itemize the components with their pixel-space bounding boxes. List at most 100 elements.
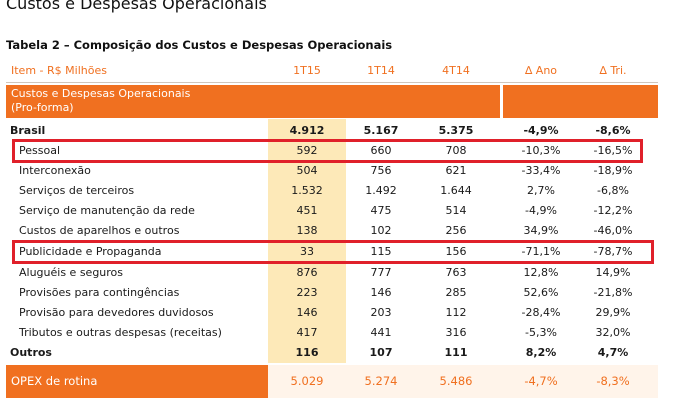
cell-delta-tri: -6,8% — [597, 184, 629, 197]
section-band-line2: (Pro-forma) — [11, 101, 74, 114]
cell-4t14: 285 — [445, 286, 467, 299]
table-row: Aluguéis e seguros 876 777 763 12,8% 14,… — [0, 263, 680, 283]
cell-delta-ano: -33,4% — [521, 164, 561, 177]
section-band-line1: Custos e Despesas Operacionais — [11, 87, 191, 100]
cell-delta-tri: 29,9% — [595, 306, 631, 319]
column-header-1t15: 1T15 — [293, 64, 321, 77]
cell-delta-tri: -46,0% — [593, 224, 633, 237]
cell-delta-ano: 8,2% — [525, 346, 557, 359]
table-row: Custos de aparelhos e outros 138 102 256… — [0, 221, 680, 241]
cell-1t15: 146 — [296, 306, 318, 319]
cell-delta-ano: -5,3% — [525, 326, 557, 339]
column-header-1t14: 1T14 — [367, 64, 395, 77]
cell-1t15: 138 — [296, 224, 318, 237]
row-label: Serviço de manutenção da rede — [19, 204, 195, 217]
cell-1t15: 1.532 — [291, 184, 323, 197]
footer-delta-ano: -4,7% — [524, 374, 558, 388]
table-row: Provisões para contingências 223 146 285… — [0, 283, 680, 303]
cell-delta-ano: 12,8% — [523, 266, 559, 279]
cell-1t15: 592 — [296, 144, 318, 157]
cell-delta-ano: -4,9% — [525, 204, 557, 217]
cell-1t14: 203 — [370, 306, 392, 319]
row-label: Custos de aparelhos e outros — [19, 224, 180, 237]
cell-4t14: 156 — [445, 245, 467, 258]
footer-label: OPEX de rotina — [11, 374, 98, 388]
footer-band-left — [6, 365, 268, 398]
cell-4t14: 256 — [445, 224, 467, 237]
cell-delta-ano: 52,6% — [523, 286, 559, 299]
footer-total-row: OPEX de rotina 5.029 5.274 5.486 -4,7% -… — [0, 365, 680, 398]
cell-4t14: 763 — [445, 266, 467, 279]
cell-1t15: 451 — [296, 204, 318, 217]
table-row: Serviços de terceiros 1.532 1.492 1.644 … — [0, 181, 680, 201]
table-row: Pessoal 592 660 708 -10,3% -16,5% — [0, 141, 680, 161]
row-label: Tributos e outras despesas (receitas) — [19, 326, 222, 339]
row-label: Pessoal — [19, 144, 60, 157]
cell-delta-tri: -16,5% — [593, 144, 633, 157]
cell-delta-tri: -78,7% — [593, 245, 633, 258]
cell-1t14: 107 — [369, 346, 393, 359]
cell-1t14: 1.492 — [365, 184, 397, 197]
footer-4t14: 5.486 — [439, 374, 473, 388]
page-heading: Custos e Despesas Operacionais — [6, 0, 267, 13]
cell-4t14: 5.375 — [438, 124, 474, 137]
cell-1t15: 223 — [296, 286, 318, 299]
highlight-box-publicidade — [12, 240, 654, 264]
row-label: Brasil — [10, 124, 46, 137]
highlight-box-pessoal — [12, 139, 643, 163]
cell-1t14: 777 — [370, 266, 392, 279]
cell-delta-tri: -18,9% — [593, 164, 633, 177]
cell-delta-ano: -28,4% — [521, 306, 561, 319]
table-row: Serviço de manutenção da rede 451 475 51… — [0, 201, 680, 221]
cell-delta-ano: -10,3% — [521, 144, 561, 157]
cell-delta-tri: -12,2% — [593, 204, 633, 217]
cell-4t14: 112 — [445, 306, 467, 319]
table-caption: Tabela 2 – Composição dos Custos e Despe… — [6, 38, 393, 52]
footer-1t15: 5.029 — [290, 374, 324, 388]
cell-1t14: 5.167 — [363, 124, 399, 137]
table-row: Outros 116 107 111 8,2% 4,7% — [0, 343, 680, 363]
row-label: Publicidade e Propaganda — [19, 245, 162, 258]
footer-delta-tri: -8,3% — [596, 374, 630, 388]
cell-1t15: 417 — [296, 326, 318, 339]
cell-delta-ano: 2,7% — [527, 184, 555, 197]
footer-band-right — [268, 365, 658, 398]
section-band-right — [503, 85, 658, 118]
table-row: Provisão para devedores duvidosos 146 20… — [0, 303, 680, 323]
cell-4t14: 1.644 — [440, 184, 472, 197]
table-row: Tributos e outras despesas (receitas) 41… — [0, 323, 680, 343]
cell-1t14: 441 — [370, 326, 392, 339]
cell-4t14: 621 — [445, 164, 467, 177]
cell-1t14: 660 — [370, 144, 392, 157]
column-header-item: Item - R$ Milhões — [11, 64, 107, 77]
cell-1t14: 115 — [370, 245, 392, 258]
column-header-delta-ano: ∆ Ano — [524, 64, 558, 77]
table-row: Interconexão 504 756 621 -33,4% -18,9% — [0, 161, 680, 181]
cell-delta-tri: -21,8% — [593, 286, 633, 299]
cell-delta-tri: -8,6% — [595, 124, 631, 137]
cell-1t15: 33 — [300, 245, 314, 258]
column-header-4t14: 4T14 — [442, 64, 470, 77]
cell-4t14: 111 — [444, 346, 468, 359]
cell-1t15: 876 — [296, 266, 318, 279]
cell-1t15: 116 — [295, 346, 319, 359]
row-label: Interconexão — [19, 164, 91, 177]
cell-delta-tri: 32,0% — [595, 326, 631, 339]
column-header-delta-tri: ∆ Tri. — [599, 64, 627, 77]
table-row: Publicidade e Propaganda 33 115 156 -71,… — [0, 242, 680, 262]
row-label: Serviços de terceiros — [19, 184, 135, 197]
cell-delta-ano: -71,1% — [521, 245, 561, 258]
row-label: Provisões para contingências — [19, 286, 180, 299]
cell-delta-ano: 34,9% — [523, 224, 559, 237]
section-band — [6, 85, 500, 118]
cell-4t14: 316 — [445, 326, 467, 339]
cell-1t14: 756 — [370, 164, 392, 177]
cell-4t14: 708 — [445, 144, 467, 157]
header-divider — [6, 82, 658, 83]
cell-4t14: 514 — [445, 204, 467, 217]
cell-delta-ano: -4,9% — [523, 124, 559, 137]
cell-1t14: 102 — [370, 224, 392, 237]
row-label: Provisão para devedores duvidosos — [19, 306, 214, 319]
row-label: Aluguéis e seguros — [19, 266, 124, 279]
row-label: Outros — [10, 346, 52, 359]
